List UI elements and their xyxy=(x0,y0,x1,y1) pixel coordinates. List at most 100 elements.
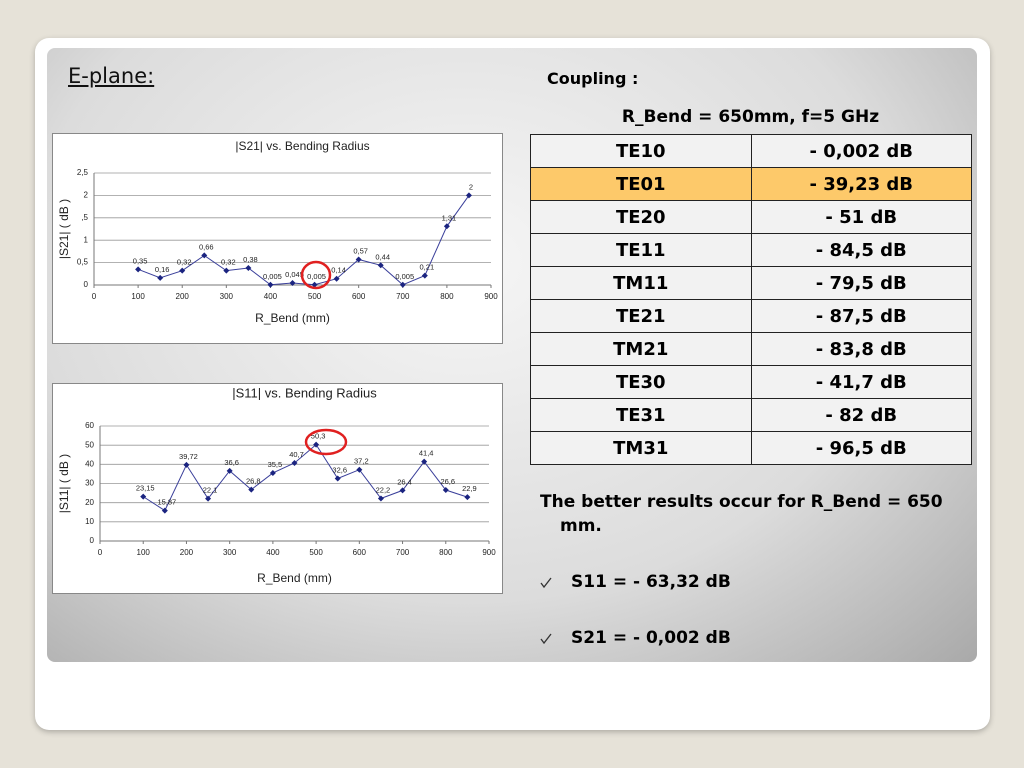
data-label: 0,14 xyxy=(331,266,346,275)
coupling-title: Coupling : xyxy=(547,69,639,88)
data-point xyxy=(183,461,190,468)
table-row: TM21- 83,8 dB xyxy=(530,332,972,366)
table-cell: TE10 xyxy=(530,134,752,168)
data-label: 36,6 xyxy=(224,458,239,467)
x-tick-label: 400 xyxy=(264,292,278,301)
x-tick-label: 700 xyxy=(396,292,410,301)
data-label: 0,38 xyxy=(243,255,258,264)
table-cell: - 83,8 dB xyxy=(750,332,972,366)
data-label: 22,9 xyxy=(462,484,477,493)
x-tick-label: 600 xyxy=(352,292,366,301)
x-axis-label: R_Bend (mm) xyxy=(255,311,330,325)
chart-title: |S21| vs. Bending Radius xyxy=(235,139,369,153)
data-label: 0,44 xyxy=(375,252,390,261)
x-tick-label: 300 xyxy=(223,548,237,557)
table-cell: TM31 xyxy=(530,431,752,465)
table-row: TE01- 39,23 dB xyxy=(530,167,972,201)
data-point xyxy=(223,267,230,274)
x-tick-label: 900 xyxy=(484,292,498,301)
data-label: 41,4 xyxy=(419,449,434,458)
data-point xyxy=(313,441,320,448)
data-point xyxy=(399,487,406,494)
table-cell: - 84,5 dB xyxy=(750,233,972,267)
chart-title: |S11| vs. Bending Radius xyxy=(232,385,377,400)
table-cell: - 82 dB xyxy=(750,398,972,432)
highlight-circle xyxy=(304,428,348,456)
check-icon xyxy=(540,577,552,589)
y-tick-label: 0 xyxy=(84,280,89,289)
table-cell: - 96,5 dB xyxy=(750,431,972,465)
table-cell: - 51 dB xyxy=(750,200,972,234)
data-label: 0,005 xyxy=(307,272,326,281)
data-label: 0,35 xyxy=(133,256,148,265)
y-tick-label: ,5 xyxy=(81,213,88,222)
data-point xyxy=(269,469,276,476)
data-label: 2 xyxy=(469,182,473,191)
y-axis-label: |S11| ( dB ) xyxy=(57,454,71,513)
data-point xyxy=(421,458,428,465)
data-point xyxy=(377,262,384,269)
table-cell: TE11 xyxy=(530,233,752,267)
x-tick-label: 100 xyxy=(131,292,145,301)
data-label: 0,66 xyxy=(199,242,214,251)
data-point xyxy=(201,252,208,259)
table-cell: TE21 xyxy=(530,299,752,333)
data-point xyxy=(248,486,255,493)
y-tick-label: 50 xyxy=(85,440,94,449)
x-tick-label: 0 xyxy=(92,292,97,301)
x-tick-label: 800 xyxy=(440,292,454,301)
data-label: 0,32 xyxy=(177,258,192,267)
chart: |S21| vs. Bending Radius R_Bend (mm) |S21|… xyxy=(57,139,498,325)
data-label: 0,005 xyxy=(395,272,414,281)
conclusion: The better results occur for R_Bend = 65… xyxy=(540,490,972,538)
data-point xyxy=(291,459,298,466)
data-label: 0,57 xyxy=(353,246,368,255)
data-label: 0,21 xyxy=(420,263,435,272)
y-tick-label: 0,5 xyxy=(77,258,89,267)
data-label: 0,005 xyxy=(263,272,282,281)
data-point xyxy=(140,493,147,500)
check-icon xyxy=(540,633,552,645)
data-point xyxy=(267,281,274,288)
x-tick-label: 500 xyxy=(309,548,323,557)
data-point xyxy=(355,256,362,263)
data-point xyxy=(442,487,449,494)
x-tick-label: 200 xyxy=(176,292,190,301)
table-cell: TE30 xyxy=(530,365,752,399)
data-point xyxy=(205,495,212,502)
conclusion-text: The better results occur for R_Bend = 65… xyxy=(540,492,943,536)
table-row: TE20- 51 dB xyxy=(530,200,972,234)
x-axis-label: R_Bend (mm) xyxy=(257,571,332,585)
data-point xyxy=(377,495,384,502)
table-cell: TE01 xyxy=(530,167,752,201)
data-point xyxy=(245,264,252,271)
table-cell: - 0,002 dB xyxy=(750,134,972,168)
data-label: 1,31 xyxy=(442,213,457,222)
data-label: 26,6 xyxy=(440,477,455,486)
y-tick-label: 2 xyxy=(84,191,89,200)
chart: |S11| vs. Bending Radius R_Bend (mm) |S11|… xyxy=(57,385,496,585)
bullet-text: S21 = - 0,002 dB xyxy=(571,628,731,648)
x-tick-label: 100 xyxy=(137,548,151,557)
x-tick-label: 300 xyxy=(220,292,234,301)
x-tick-label: 200 xyxy=(180,548,194,557)
table-cell: - 41,7 dB xyxy=(750,365,972,399)
data-point xyxy=(356,466,363,473)
data-point xyxy=(421,272,428,279)
table-row: TE10- 0,002 dB xyxy=(530,134,972,168)
highlight-circle xyxy=(300,260,332,290)
series-line xyxy=(137,195,470,286)
data-label: 15,87 xyxy=(157,498,176,507)
x-tick-label: 600 xyxy=(353,548,367,557)
data-point xyxy=(399,281,406,288)
data-point xyxy=(179,267,186,274)
table-row: TE21- 87,5 dB xyxy=(530,299,972,333)
data-point xyxy=(443,223,450,230)
heading: E-plane: xyxy=(68,64,155,88)
chart-box: |S21| vs. Bending Radius R_Bend (mm) |S21|… xyxy=(52,133,503,344)
bullet: S21 = - 0,002 dB xyxy=(540,628,731,648)
data-label: 22,1 xyxy=(203,486,218,495)
y-tick-label: 40 xyxy=(85,459,94,468)
y-tick-label: 30 xyxy=(85,479,94,488)
